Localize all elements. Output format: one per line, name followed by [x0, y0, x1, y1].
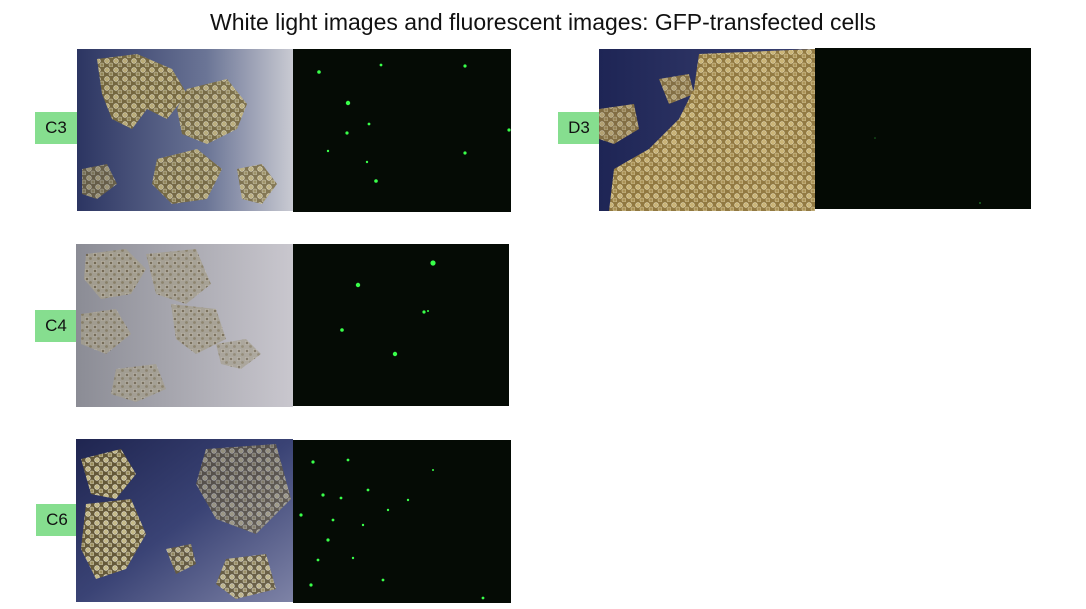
label-c4: C4: [35, 310, 77, 342]
brightfield-image-d3: [599, 49, 815, 211]
label-c3: C3: [35, 112, 77, 144]
slide-title: White light images and fluorescent image…: [209, 9, 876, 35]
fluorescence-image-c6: [293, 440, 511, 603]
fluorescence-image-d3: [815, 48, 1031, 209]
label-c6: C6: [36, 504, 78, 536]
label-d3: D3: [558, 112, 600, 144]
fluorescence-image-c3: [293, 49, 511, 212]
brightfield-image-c3: [77, 49, 293, 211]
brightfield-image-c4: [76, 244, 293, 407]
brightfield-image-c6: [76, 439, 293, 602]
fluorescence-image-c4: [293, 244, 509, 406]
